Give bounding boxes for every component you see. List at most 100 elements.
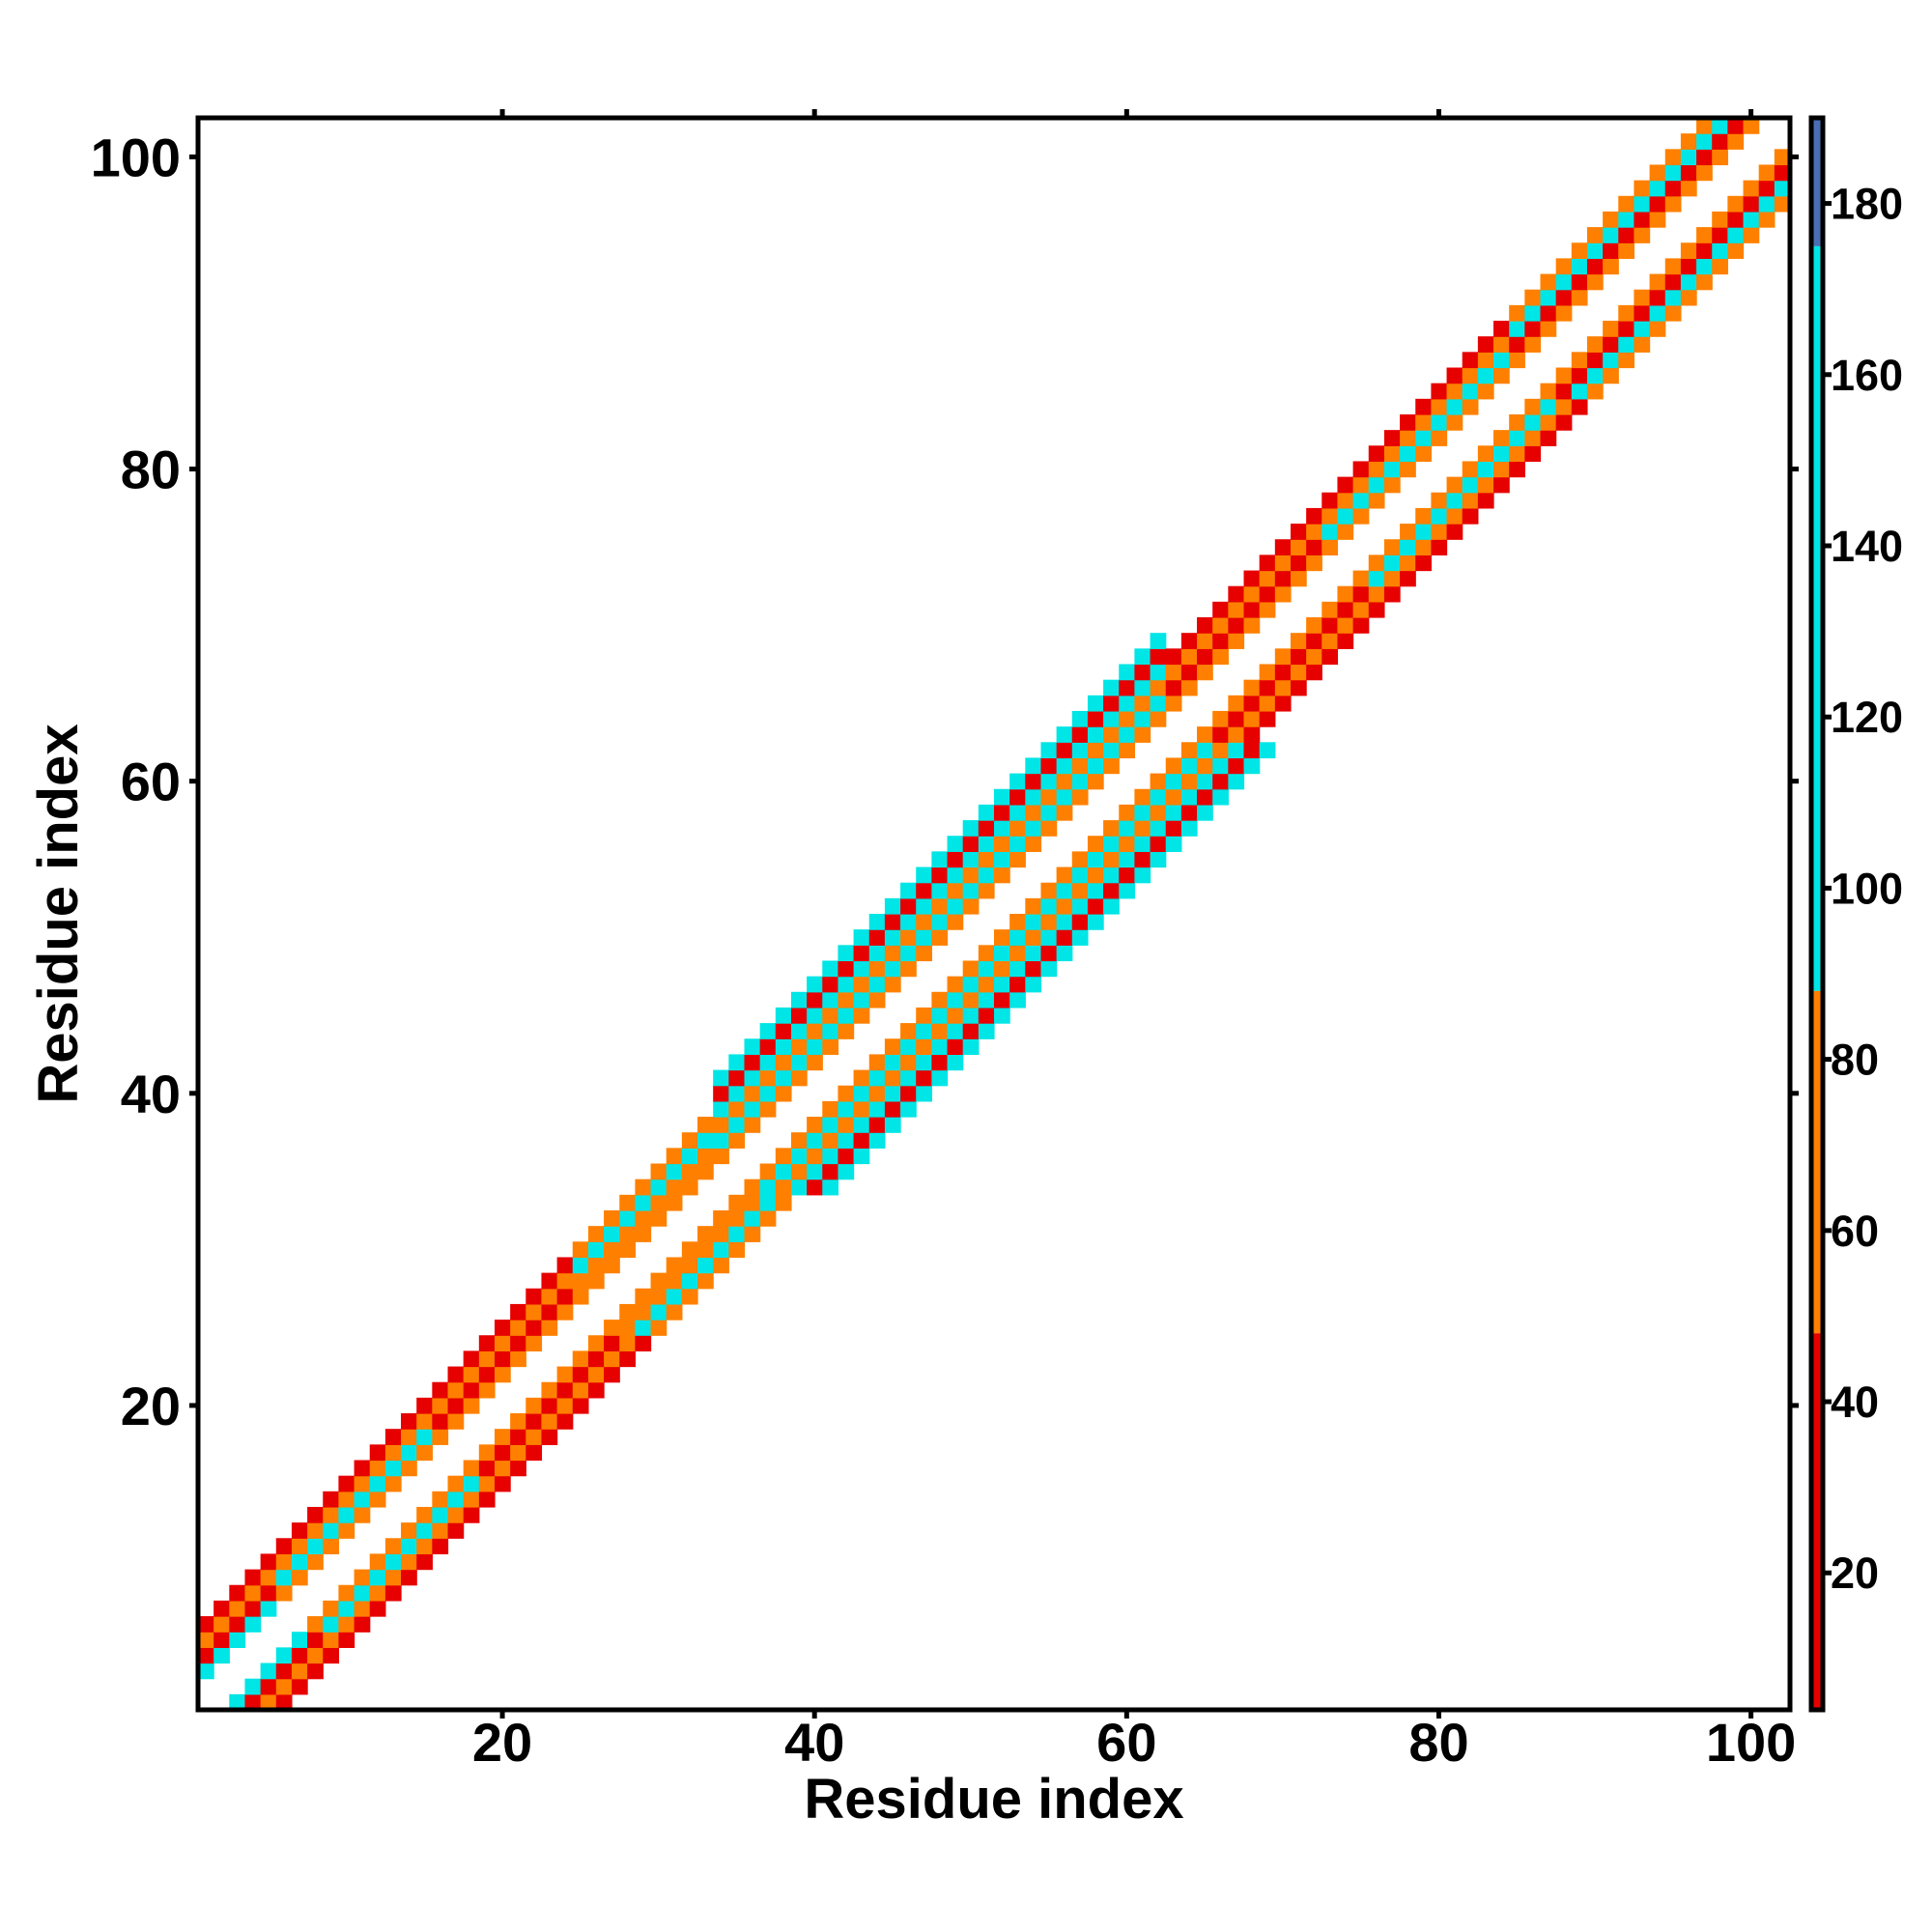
heatmap-cell bbox=[759, 1100, 777, 1118]
heatmap-cell bbox=[775, 1054, 792, 1071]
heatmap-cell bbox=[1712, 227, 1728, 243]
heatmap-cell bbox=[790, 1023, 808, 1039]
heatmap-cell bbox=[384, 1538, 402, 1555]
heatmap-cell bbox=[1259, 601, 1276, 618]
heatmap-cell bbox=[853, 1085, 870, 1102]
heatmap-cell bbox=[838, 1148, 855, 1165]
heatmap-cell bbox=[556, 1288, 574, 1305]
heatmap-cell bbox=[275, 1553, 293, 1571]
heatmap-cell bbox=[1056, 804, 1073, 821]
heatmap-cell bbox=[604, 1335, 620, 1351]
heatmap-cell bbox=[1352, 570, 1370, 587]
heatmap-cell bbox=[338, 1491, 355, 1508]
heatmap-cell bbox=[510, 1429, 526, 1445]
heatmap-cell bbox=[510, 1303, 526, 1321]
heatmap-cell bbox=[884, 914, 901, 930]
heatmap-cell bbox=[1571, 289, 1588, 306]
heatmap-cell bbox=[338, 1632, 355, 1648]
heatmap-cell bbox=[1274, 570, 1292, 587]
heatmap-cell bbox=[494, 1475, 511, 1492]
heatmap-cell bbox=[744, 1209, 761, 1227]
y-axis-label: Residue index bbox=[27, 724, 90, 1103]
heatmap-cell bbox=[1056, 897, 1073, 915]
heatmap-cell bbox=[916, 929, 932, 946]
heatmap-cell bbox=[1509, 445, 1525, 463]
heatmap-cell bbox=[1087, 757, 1104, 775]
heatmap-cell bbox=[1540, 413, 1557, 431]
heatmap-cell bbox=[338, 1616, 355, 1633]
heatmap-cell bbox=[1603, 321, 1619, 337]
heatmap-cell bbox=[681, 1241, 698, 1259]
heatmap-cell bbox=[822, 1163, 839, 1180]
heatmap-cell bbox=[790, 991, 808, 1009]
heatmap-cell bbox=[244, 1616, 262, 1633]
y-tick-label: 100 bbox=[91, 127, 181, 187]
heatmap-cell bbox=[556, 1381, 574, 1399]
heatmap-cell bbox=[635, 1226, 652, 1242]
heatmap-cell bbox=[868, 976, 886, 993]
colorbar-tick-label: 40 bbox=[1831, 1378, 1879, 1427]
heatmap-cell bbox=[1400, 461, 1416, 478]
heatmap-cell bbox=[1696, 118, 1713, 134]
heatmap-cell bbox=[1071, 757, 1089, 775]
heatmap-cell bbox=[1540, 304, 1557, 322]
heatmap-cell bbox=[962, 1023, 980, 1039]
heatmap-cell bbox=[1555, 383, 1573, 400]
heatmap-cell bbox=[1415, 445, 1432, 463]
heatmap-cell bbox=[775, 1194, 792, 1211]
heatmap-cell bbox=[291, 1678, 308, 1695]
heatmap-cell bbox=[1462, 352, 1479, 369]
heatmap-cell bbox=[1071, 867, 1089, 884]
heatmap-cell bbox=[1103, 710, 1120, 727]
heatmap-cell bbox=[1025, 820, 1042, 837]
heatmap-cell bbox=[728, 1241, 746, 1259]
heatmap-cell bbox=[587, 1257, 605, 1274]
heatmap-cell bbox=[541, 1429, 558, 1445]
heatmap-cell bbox=[1119, 851, 1136, 868]
heatmap-cell bbox=[650, 1194, 668, 1211]
heatmap-cell bbox=[619, 1241, 636, 1259]
heatmap-cell bbox=[1618, 304, 1635, 322]
heatmap-cell bbox=[1056, 882, 1073, 899]
heatmap-cell bbox=[447, 1381, 465, 1399]
heatmap-cell bbox=[494, 1366, 511, 1383]
heatmap-cell bbox=[1555, 413, 1573, 431]
heatmap-cell bbox=[432, 1522, 449, 1539]
heatmap-cell bbox=[1368, 601, 1385, 618]
heatmap-cell bbox=[478, 1335, 496, 1351]
heatmap-cell bbox=[1603, 227, 1619, 243]
heatmap-cell bbox=[1586, 383, 1604, 400]
heatmap-cell bbox=[275, 1693, 293, 1711]
heatmap-cell bbox=[1618, 195, 1635, 213]
heatmap-cell bbox=[260, 1662, 277, 1680]
heatmap-cell bbox=[510, 1320, 526, 1336]
heatmap-cell bbox=[1477, 352, 1494, 369]
heatmap-cell bbox=[587, 1335, 605, 1351]
heatmap-cell bbox=[447, 1475, 465, 1492]
heatmap-cell bbox=[1228, 726, 1245, 743]
heatmap-cell bbox=[572, 1381, 589, 1399]
heatmap-cell bbox=[1555, 398, 1573, 415]
heatmap-cell bbox=[244, 1584, 262, 1602]
heatmap-cell bbox=[713, 1257, 729, 1274]
heatmap-cell bbox=[1134, 726, 1151, 743]
heatmap-cell bbox=[681, 1179, 698, 1196]
heatmap-cell bbox=[931, 867, 949, 884]
heatmap-cell bbox=[807, 1117, 823, 1133]
heatmap-cell bbox=[1586, 258, 1604, 275]
heatmap-cell bbox=[1555, 289, 1573, 306]
heatmap-cell bbox=[807, 1179, 823, 1196]
heatmap-cell bbox=[994, 945, 1010, 962]
heatmap-cell bbox=[1243, 679, 1261, 696]
heatmap-cell bbox=[1134, 836, 1151, 852]
heatmap-cell bbox=[526, 1320, 543, 1336]
heatmap-cell bbox=[1243, 695, 1261, 712]
heatmap-cell bbox=[1071, 788, 1089, 806]
heatmap-cell bbox=[1228, 710, 1245, 727]
heatmap-cell bbox=[1134, 851, 1151, 868]
heatmap-cell bbox=[1493, 321, 1510, 337]
colorbar-tick-labels: 20 40 60 80 100 120 140 160 180 bbox=[1831, 180, 1903, 1599]
heatmap-cell bbox=[369, 1475, 386, 1492]
heatmap-cell bbox=[1274, 664, 1292, 681]
heatmap-cell bbox=[1540, 273, 1557, 291]
